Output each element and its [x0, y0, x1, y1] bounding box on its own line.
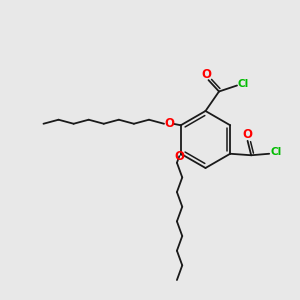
Text: Cl: Cl: [238, 79, 249, 89]
Text: O: O: [174, 150, 184, 163]
Text: O: O: [201, 68, 211, 81]
Text: O: O: [242, 128, 252, 141]
Text: Cl: Cl: [270, 147, 281, 157]
Text: O: O: [164, 117, 174, 130]
